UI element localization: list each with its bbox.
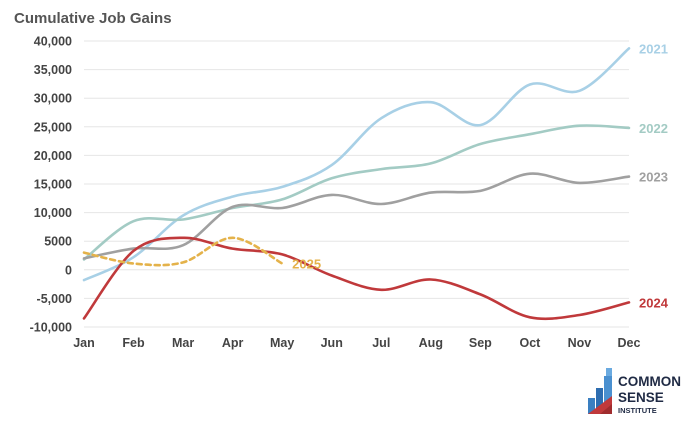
series-labels: 2021 2022 2023 2024 2025	[292, 41, 669, 310]
y-tick-label: 15,000	[34, 178, 72, 192]
logo-mark-icon	[588, 368, 612, 414]
series-line-2025	[82, 236, 284, 267]
common-sense-institute-logo: COMMON SENSE INSTITUTE	[588, 368, 681, 415]
y-tick-label: 0	[65, 263, 72, 277]
series-line-2022	[82, 124, 631, 261]
series-label-2022: 2022	[639, 121, 668, 136]
chart-title: Cumulative Job Gains	[14, 10, 172, 27]
x-tick-label: Sep	[469, 336, 492, 350]
x-tick-label: Dec	[618, 336, 641, 350]
series-label-2024: 2024	[639, 295, 669, 310]
series-line-2021	[82, 47, 631, 282]
y-tick-label: -5,000	[37, 292, 72, 306]
x-tick-label: Aug	[419, 336, 443, 350]
series-label-2023: 2023	[639, 170, 668, 185]
y-tick-label: 10,000	[34, 206, 72, 220]
x-tick-label: Mar	[172, 336, 194, 350]
series-line-2024	[82, 236, 631, 321]
y-tick-label: 5000	[44, 235, 72, 249]
y-tick-label: 40,000	[34, 35, 72, 49]
y-tick-label: 25,000	[34, 120, 72, 134]
logo-line-1: COMMON	[618, 374, 681, 389]
y-axis-ticks: -10,000 -5,000 0 5000 10,000 15,000 20,000 25,0…	[30, 35, 72, 335]
logo-line-2: SENSE	[618, 390, 664, 405]
series-lines	[82, 47, 631, 321]
y-tick-label: 20,000	[34, 149, 72, 163]
series-line-2023	[82, 172, 631, 260]
x-tick-label: Jun	[321, 336, 343, 350]
x-tick-label: Nov	[568, 336, 592, 350]
x-tick-label: Apr	[222, 336, 244, 350]
x-axis-ticks: Jan Feb Mar Apr May Jun Jul Aug Sep Oct Nov Dec	[73, 336, 640, 350]
x-tick-label: Feb	[122, 336, 145, 350]
y-tick-label: 35,000	[34, 63, 72, 77]
y-tick-label: 30,000	[34, 92, 72, 106]
x-tick-label: Jan	[73, 336, 95, 350]
series-label-2021: 2021	[639, 41, 668, 56]
x-tick-label: May	[270, 336, 294, 350]
x-tick-label: Jul	[372, 336, 390, 350]
logo-line-3: INSTITUTE	[618, 406, 657, 415]
series-label-2025: 2025	[292, 257, 321, 272]
gridlines	[84, 40, 629, 328]
x-tick-label: Oct	[519, 336, 541, 350]
y-tick-label: -10,000	[30, 321, 72, 335]
